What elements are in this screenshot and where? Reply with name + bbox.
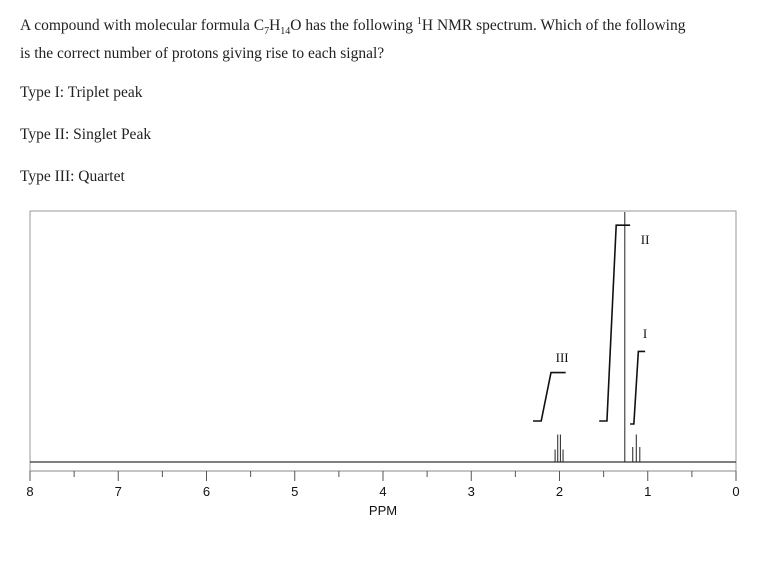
type-iii-description: Type III: Quartet: [20, 168, 125, 185]
nucleus-mass-number: 1: [416, 15, 422, 27]
type-ii-description: Type II: Singlet Peak: [20, 126, 152, 143]
x-tick-label: 2: [556, 484, 563, 499]
question-line1-prefix: A compound with molecular formula C: [20, 17, 265, 34]
x-tick-label: 8: [26, 484, 33, 499]
signal-label-iii: III: [556, 350, 569, 365]
x-tick-label: 4: [379, 484, 386, 499]
question-line1-suffix: H NMR spectrum. Which of the following: [421, 17, 686, 34]
x-tick-label: 0: [732, 484, 739, 499]
formula-h-count: 14: [280, 26, 291, 38]
integral-curves: [533, 224, 646, 425]
integral-curve-ii: [599, 224, 631, 422]
signal-label-i: I: [643, 326, 647, 341]
x-tick-label: 6: [203, 484, 210, 499]
x-axis-label: PPM: [369, 503, 397, 518]
x-tick-label: 7: [115, 484, 122, 499]
formula-h: H: [269, 17, 281, 34]
x-tick-label: 3: [468, 484, 475, 499]
integral-curve-iii: [533, 371, 566, 422]
x-tick-label: 1: [644, 484, 651, 499]
plot-frame: [29, 210, 737, 472]
integral-curve-i: [630, 350, 646, 425]
x-axis: 8 7 6 5 4 3 2 1 0: [26, 470, 740, 499]
question-line-1: A compound with molecular formula C7H14O…: [20, 12, 765, 40]
question-line1-mid: has the following: [301, 17, 417, 34]
type-i-description: Type I: Triplet peak: [20, 84, 143, 101]
question-line-2: is the correct number of protons giving …: [20, 45, 385, 62]
spectrum-trace: [30, 212, 736, 463]
x-tick-label: 5: [291, 484, 298, 499]
signal-label-ii: II: [641, 232, 650, 247]
formula-o: O: [290, 17, 302, 34]
formula-c-count: 7: [264, 26, 270, 38]
question-text: A compound with molecular formula C7H14O…: [20, 12, 765, 68]
